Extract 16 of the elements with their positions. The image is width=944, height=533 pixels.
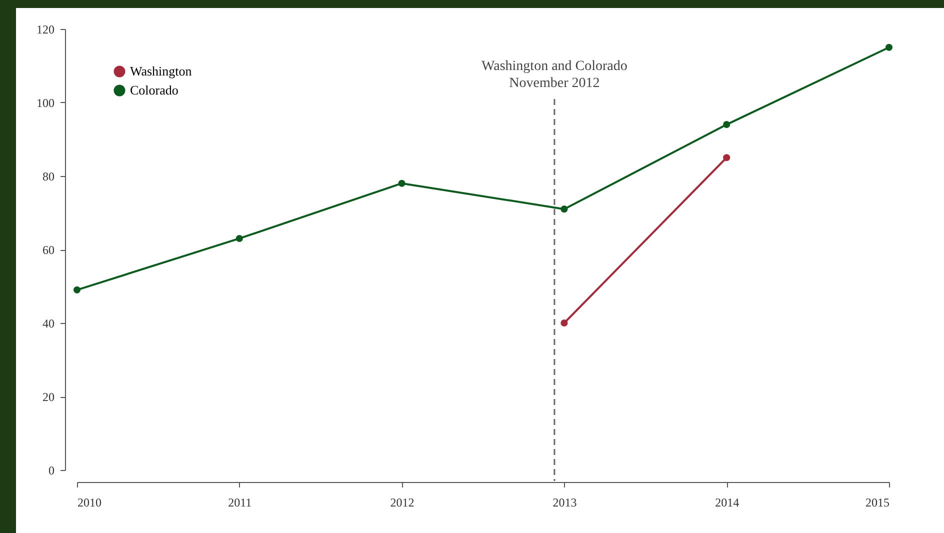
x-tick-label: 2011 bbox=[228, 496, 252, 510]
x-tick-label: 2012 bbox=[390, 496, 414, 510]
x-tick-label: 2013 bbox=[552, 496, 577, 510]
y-tick-label: 80 bbox=[42, 170, 54, 184]
x-tick-label: 2015 bbox=[866, 496, 890, 510]
legend-label: Colorado bbox=[130, 82, 178, 98]
x-tick-label: 2014 bbox=[715, 496, 740, 510]
y-tick-label: 100 bbox=[36, 96, 54, 110]
legend-label: Washington bbox=[130, 64, 192, 78]
y-tick-label: 0 bbox=[48, 464, 54, 478]
y-tick-label: 20 bbox=[42, 390, 54, 404]
y-tick-label: 120 bbox=[36, 22, 54, 36]
x-tick-label: 2010 bbox=[78, 496, 102, 510]
y-tick-label: 40 bbox=[42, 316, 54, 330]
ref-line-label: Washington and Colorado November 2012 bbox=[482, 59, 628, 91]
y-tick-label: 60 bbox=[42, 243, 54, 257]
